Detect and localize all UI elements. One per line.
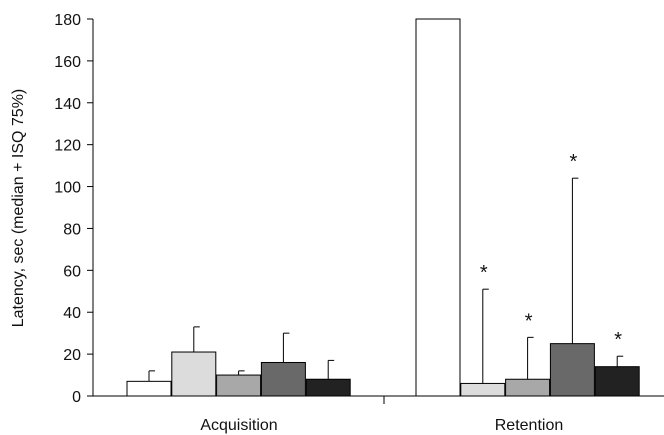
bar [216, 374, 262, 397]
bar [260, 361, 306, 397]
bar [126, 380, 172, 397]
significance-marker: * [614, 329, 622, 351]
y-tick-label: 40 [63, 305, 81, 322]
x-category-label: Acquisition [200, 417, 277, 434]
significance-marker: * [570, 151, 578, 173]
bars-group: * * * * [126, 18, 640, 397]
significance-marker: * [480, 262, 488, 284]
y-tick-label: 100 [54, 180, 81, 197]
y-axis-label: Latency, sec (median + ISQ 75%) [10, 89, 27, 327]
y-axis: 0 20 40 60 80 100 120 140 160 180 [54, 12, 94, 406]
y-tick-label: 20 [63, 347, 81, 364]
x-category-label: Retention [495, 417, 564, 434]
y-tick-label: 0 [72, 389, 81, 406]
y-tick-label: 180 [54, 12, 81, 29]
bar [305, 378, 351, 397]
bar [505, 378, 551, 397]
significance-marker: * [525, 310, 533, 332]
bar [415, 18, 461, 397]
bar [171, 351, 217, 397]
y-tick-label: 120 [54, 138, 81, 155]
y-tick-label: 80 [63, 221, 81, 238]
y-tick-label: 140 [54, 96, 81, 113]
y-tick-label: 60 [63, 263, 81, 280]
bar [594, 366, 640, 397]
y-tick-label: 160 [54, 54, 81, 71]
bar [549, 343, 595, 397]
bar [460, 382, 506, 397]
x-axis: Acquisition Retention [93, 395, 664, 434]
